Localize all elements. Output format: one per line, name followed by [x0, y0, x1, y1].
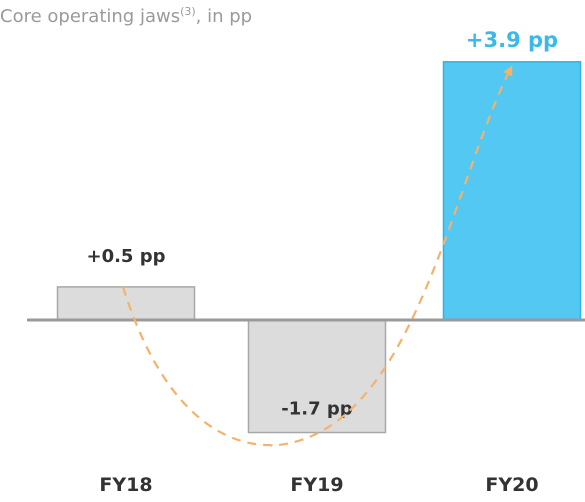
data-label-fy19: -1.7 pp: [281, 399, 353, 420]
bars-group: [56, 61, 582, 434]
bar-fy20: [442, 61, 582, 321]
data-labels-group: +0.5 pp -1.7 pp +3.9 pp: [86, 28, 558, 420]
chart-title: Core operating jaws(3), in pp: [0, 5, 252, 27]
category-label-fy20: FY20: [485, 474, 538, 496]
category-label-fy19: FY19: [290, 474, 343, 496]
category-labels-group: FY18 FY19 FY20: [99, 474, 538, 496]
bar-fy18: [56, 286, 196, 321]
chart-title-superscript: (3): [180, 5, 196, 18]
trend-arrow: [121, 65, 513, 447]
data-label-fy18: +0.5 pp: [86, 246, 165, 267]
chart-title-main: Core operating jaws: [0, 6, 180, 27]
data-label-fy20: +3.9 pp: [466, 28, 558, 52]
chart-title-suffix: , in pp: [196, 6, 252, 27]
bar-fy19: [247, 319, 387, 434]
category-label-fy18: FY18: [99, 474, 152, 496]
